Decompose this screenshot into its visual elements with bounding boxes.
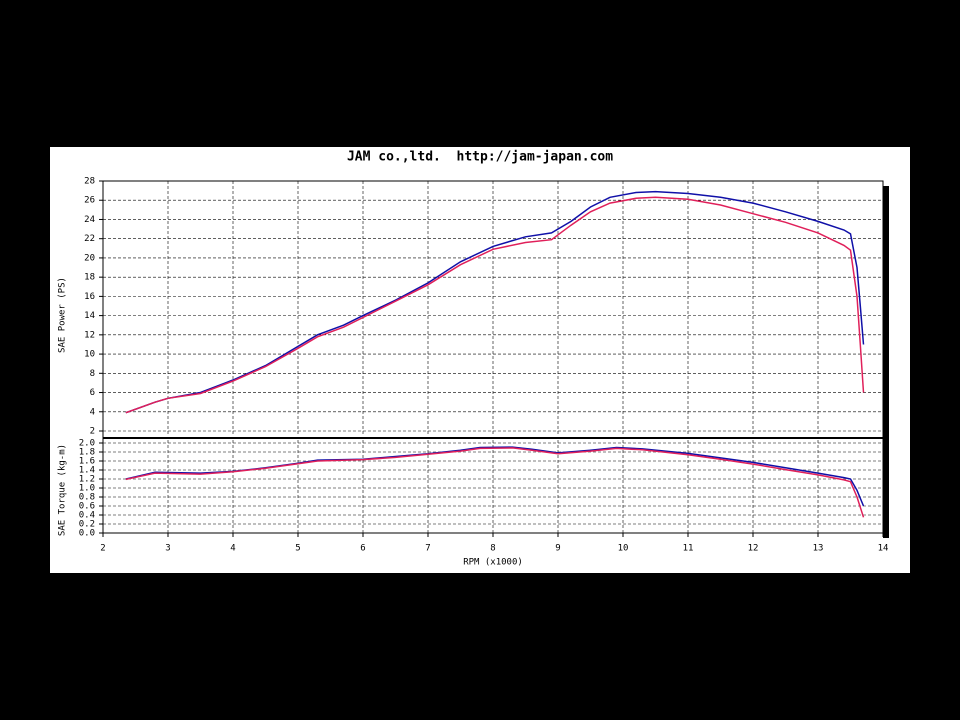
y-tick-label: 18 xyxy=(84,273,95,283)
x-tick-label: 6 xyxy=(360,544,365,554)
plot-frame xyxy=(102,180,884,534)
x-tick-label: 3 xyxy=(165,544,170,554)
x-tick-label: 10 xyxy=(618,544,629,554)
y-tick-label: 20 xyxy=(84,253,95,263)
y-tick-label: 0.6 xyxy=(79,502,95,512)
y-tick-label: 0.8 xyxy=(79,493,95,503)
x-tick-label: 4 xyxy=(230,544,235,554)
x-axis-label: RPM (x1000) xyxy=(463,558,523,568)
x-tick-label: 12 xyxy=(748,544,759,554)
y-tick-label: 1.0 xyxy=(79,484,95,494)
y-tick-label: 6 xyxy=(90,388,95,398)
y-tick-label: 2.0 xyxy=(79,439,95,449)
x-tick-label: 7 xyxy=(425,544,430,554)
y-tick-label: 0.2 xyxy=(79,520,95,530)
series-line xyxy=(125,447,865,518)
y-tick-label: 0.4 xyxy=(79,511,95,521)
y-axis-label: SAE Torque (kg-m) xyxy=(58,444,68,536)
y-tick-label: 28 xyxy=(84,177,95,187)
x-tick-label: 11 xyxy=(683,544,694,554)
x-tick-label: 2 xyxy=(100,544,105,554)
frame-shadow xyxy=(883,186,889,538)
series-line xyxy=(125,196,865,414)
y-tick-label: 16 xyxy=(84,292,95,302)
y-tick-label: 24 xyxy=(84,215,95,225)
y-tick-label: 2 xyxy=(90,427,95,437)
y-tick-label: 26 xyxy=(84,196,95,206)
x-tick-label: 13 xyxy=(813,544,824,554)
y-tick-label: 1.4 xyxy=(79,466,95,476)
y-tick-label: 22 xyxy=(84,234,95,244)
x-tick-label: 9 xyxy=(555,544,560,554)
series-line xyxy=(125,190,865,414)
y-tick-label: 1.2 xyxy=(79,475,95,485)
y-tick-label: 14 xyxy=(84,311,95,321)
x-tick-label: 8 xyxy=(490,544,495,554)
chart-title: JAM co.,ltd. http://jam-japan.com xyxy=(347,150,613,165)
y-tick-label: 1.8 xyxy=(79,448,95,458)
y-tick-label: 12 xyxy=(84,330,95,340)
y-tick-label: 8 xyxy=(90,369,95,379)
y-tick-label: 1.6 xyxy=(79,457,95,467)
x-tick-label: 5 xyxy=(295,544,300,554)
y-tick-label: 4 xyxy=(90,407,95,417)
y-axis-label: SAE Power (PS) xyxy=(58,277,68,353)
y-tick-label: 0.0 xyxy=(79,529,95,539)
x-tick-label: 14 xyxy=(878,544,889,554)
y-tick-label: 10 xyxy=(84,350,95,360)
